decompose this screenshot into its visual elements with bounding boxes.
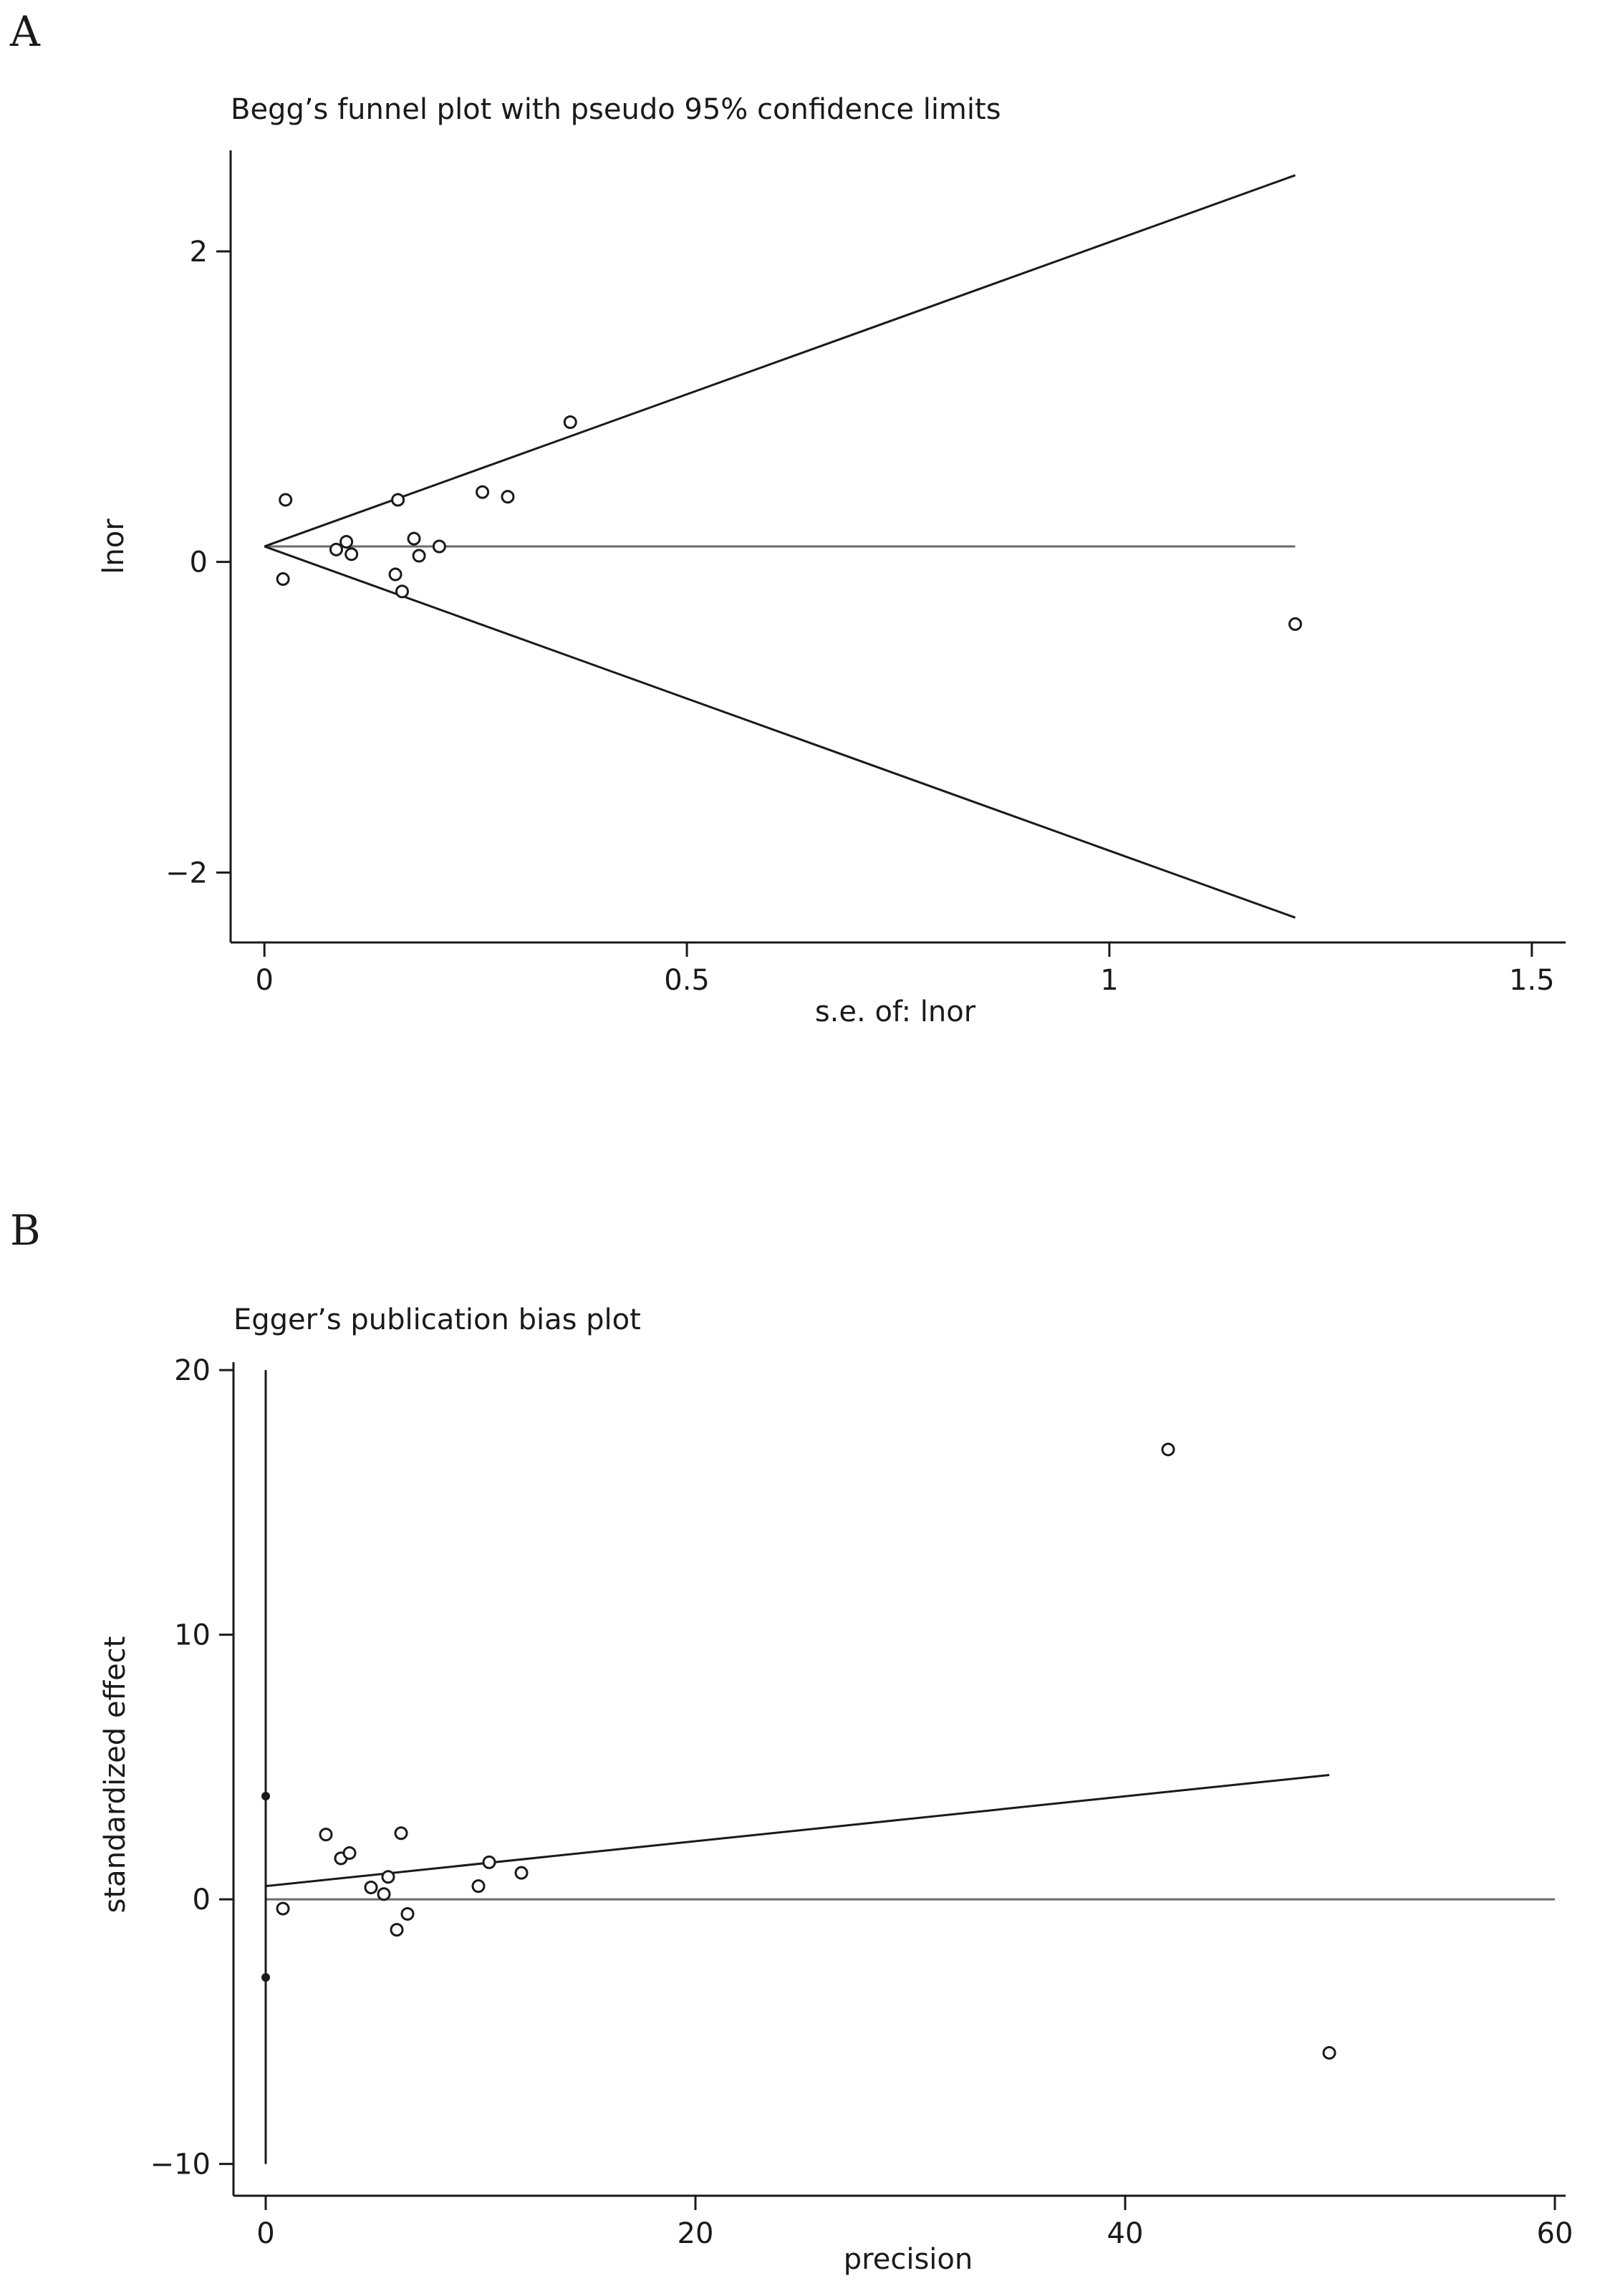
panel-b-x-tick-label: 40 bbox=[1107, 2217, 1144, 2250]
study-point bbox=[476, 485, 490, 499]
study-point bbox=[391, 493, 405, 507]
panel-b-y-tick-label: −10 bbox=[150, 2148, 211, 2181]
study-point bbox=[412, 549, 426, 563]
study-point bbox=[377, 1887, 391, 1901]
upper-confidence-limit bbox=[264, 174, 1296, 548]
study-point bbox=[276, 1901, 290, 1916]
study-point bbox=[344, 547, 359, 561]
study-point bbox=[407, 531, 421, 546]
study-point bbox=[563, 415, 577, 430]
panel-a-funnel-plot: A Begg’s funnel plot with pseudo 95% con… bbox=[9, 7, 1566, 1028]
panel-a-letter: A bbox=[9, 7, 41, 56]
study-point bbox=[339, 534, 354, 549]
panel-a-x-tick-label: 1.5 bbox=[1509, 964, 1555, 997]
panel-b-x-tick-label: 0 bbox=[256, 2217, 274, 2250]
regression-line bbox=[265, 1773, 1330, 1888]
study-point bbox=[390, 1923, 404, 1937]
panel-b-y-tick-label: 10 bbox=[174, 1619, 211, 1652]
intercept-ci-marker bbox=[261, 1792, 270, 1801]
panel-a-title: Begg’s funnel plot with pseudo 95% confi… bbox=[231, 93, 1001, 126]
study-point bbox=[514, 1866, 529, 1880]
panel-b-y-axis-label: standardized effect bbox=[99, 1636, 132, 1914]
panel-b-x-ticks: 0 20 40 60 bbox=[256, 2196, 1573, 2250]
panel-a-y-axis-label: lnor bbox=[97, 518, 130, 574]
study-point bbox=[395, 584, 409, 599]
panel-a-y-tick-label: −2 bbox=[165, 857, 208, 889]
study-point bbox=[1288, 617, 1302, 631]
panel-b-y-ticks: −10 0 10 20 bbox=[150, 1354, 233, 2181]
study-point bbox=[471, 1879, 486, 1894]
panel-a-x-tick-label: 1 bbox=[1100, 964, 1118, 997]
study-point bbox=[364, 1881, 378, 1895]
lower-confidence-limit bbox=[264, 545, 1296, 919]
study-point bbox=[329, 542, 343, 556]
study-point bbox=[501, 490, 515, 504]
study-point bbox=[432, 539, 446, 554]
panel-b-x-axis-label: precision bbox=[844, 2243, 973, 2276]
study-point bbox=[381, 1870, 395, 1884]
panel-b-y-tick-label: 20 bbox=[174, 1354, 211, 1387]
panel-a-x-axis-label: s.e. of: lnor bbox=[815, 995, 976, 1028]
panel-a-y-tick-label: 2 bbox=[190, 236, 208, 269]
study-point bbox=[319, 1828, 333, 1842]
panel-a-plot-area bbox=[264, 174, 1302, 919]
panel-b-letter: B bbox=[10, 1206, 41, 1255]
panel-a-x-tick-label: 0.5 bbox=[664, 964, 710, 997]
study-point bbox=[388, 567, 403, 582]
study-point bbox=[279, 493, 293, 507]
study-point bbox=[400, 1906, 415, 1921]
panel-b-egger-plot: B Egger’s publication bias plot 0 20 40 … bbox=[10, 1206, 1573, 2276]
panel-b-title: Egger’s publication bias plot bbox=[233, 1303, 641, 1336]
panel-b-y-tick-label: 0 bbox=[193, 1883, 211, 1916]
panel-a-x-ticks: 0 0.5 1 1.5 bbox=[255, 942, 1555, 997]
study-point bbox=[1161, 1442, 1175, 1457]
study-point bbox=[482, 1855, 496, 1869]
study-point bbox=[394, 1826, 408, 1841]
panel-b-x-tick-label: 20 bbox=[678, 2217, 714, 2250]
study-point bbox=[1322, 2045, 1336, 2060]
study-point bbox=[342, 1846, 357, 1860]
panel-a-y-ticks: −2 0 2 bbox=[165, 236, 231, 889]
panel-b-plot-area bbox=[261, 1370, 1555, 2164]
study-point bbox=[276, 572, 290, 587]
intercept-ci-marker bbox=[261, 1973, 270, 1982]
panel-a-y-tick-label: 0 bbox=[190, 546, 208, 579]
panel-a-x-tick-label: 0 bbox=[255, 964, 273, 997]
panel-b-x-tick-label: 60 bbox=[1537, 2217, 1574, 2250]
